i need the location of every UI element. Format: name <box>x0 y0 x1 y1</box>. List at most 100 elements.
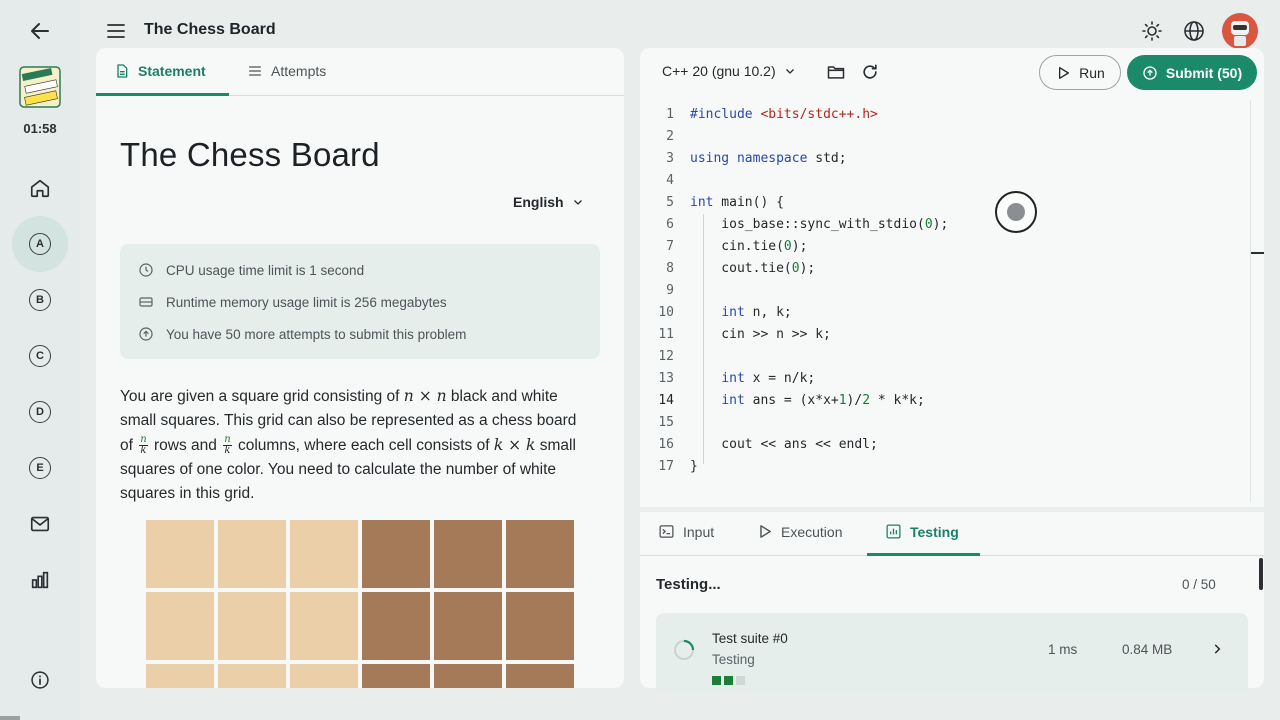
test-suite-row[interactable]: Test suite #0 Testing 1 ms 0.84 MB <box>656 613 1248 693</box>
code-text: using namespace std; <box>690 151 847 166</box>
progress-dot <box>712 676 721 685</box>
code-line[interactable]: 11 cin >> n >> k; <box>650 324 1250 346</box>
line-number: 11 <box>658 327 674 342</box>
line-number: 13 <box>658 371 674 386</box>
code-line[interactable]: 1 #include <bits/stdc++.h> <box>650 104 1250 126</box>
line-number: 7 <box>666 239 674 254</box>
code-line[interactable]: 5 int main() { <box>650 192 1250 214</box>
code-line[interactable]: 3 using namespace std; <box>650 148 1250 170</box>
tab-statement-underline <box>96 93 229 96</box>
code-line[interactable]: 10 int n, k; <box>650 302 1250 324</box>
theme-toggle[interactable] <box>1140 19 1164 43</box>
problem-nav-a[interactable]: A <box>12 216 68 272</box>
code-editor[interactable]: 1 #include <bits/stdc++.h> 2 3 using namespa… <box>650 104 1250 478</box>
problem-nav-b[interactable]: B <box>12 272 68 328</box>
code-text: } <box>690 459 698 474</box>
line-number: 15 <box>658 415 674 430</box>
code-line[interactable]: 15 <box>650 412 1250 434</box>
code-line[interactable]: 7 cin.tie(0); <box>650 236 1250 258</box>
document-icon <box>117 64 128 78</box>
back-button[interactable] <box>28 19 52 43</box>
code-line[interactable]: 4 <box>650 170 1250 192</box>
globe-icon <box>1184 21 1204 41</box>
progress-dot <box>736 676 745 685</box>
progress-dot <box>724 676 733 685</box>
line-number: 16 <box>658 437 674 452</box>
code-text: int main() { <box>690 195 784 210</box>
fraction-cols-den: k <box>224 445 231 457</box>
editor-scrollbar[interactable] <box>1250 100 1251 502</box>
arrow-left-icon <box>31 23 49 39</box>
problem-nav-d[interactable]: D <box>12 384 68 440</box>
bottom-scrollbar[interactable] <box>1259 558 1263 590</box>
code-line[interactable]: 13 int x = n/k; <box>650 368 1250 390</box>
indent-guide <box>703 214 704 464</box>
limit-memory-text: Runtime memory usage limit is 256 megaby… <box>166 294 447 310</box>
compiler-select[interactable]: C++ 20 (gnu 10.2) <box>662 63 796 79</box>
line-number: 6 <box>666 217 674 232</box>
chevron-down-icon <box>573 200 582 205</box>
spinner-icon <box>674 639 695 660</box>
open-file-button[interactable] <box>826 62 846 82</box>
standings-nav[interactable] <box>12 552 68 608</box>
fraction-rows-den: k <box>140 445 147 457</box>
code-text: int ans = (x*x+1)/2 * k*k; <box>721 393 925 408</box>
tab-attempts[interactable]: Attempts <box>247 63 326 79</box>
language-switcher[interactable] <box>1182 19 1206 43</box>
problem-d-icon: D <box>29 401 51 423</box>
board-cell <box>146 592 214 660</box>
info-icon <box>31 671 49 689</box>
statement-language-value: English <box>513 194 564 210</box>
suite-progress <box>712 676 745 685</box>
board-cell <box>146 520 214 588</box>
board-cell <box>434 664 502 688</box>
code-text: int n, k; <box>721 305 792 320</box>
statement-part-2: black and white small squares. This grid… <box>120 388 577 454</box>
statement-language-select[interactable]: English <box>513 194 584 210</box>
home-nav[interactable] <box>12 160 68 216</box>
touch-cursor-dot <box>1007 203 1025 221</box>
tab-statement[interactable]: Statement <box>114 63 206 79</box>
code-line[interactable]: 17} <box>650 456 1250 478</box>
line-number: 2 <box>666 129 674 144</box>
tab-execution[interactable]: Execution <box>756 523 842 540</box>
line-number: 14 <box>658 393 674 408</box>
code-line[interactable]: 6 ios_base::sync_with_stdio(0); <box>650 214 1250 236</box>
contest-badge[interactable] <box>17 64 63 110</box>
code-line[interactable]: 16 cout << ans << endl; <box>650 434 1250 456</box>
problem-nav-c[interactable]: C <box>12 328 68 384</box>
board-cell <box>218 664 286 688</box>
code-line[interactable]: 14 int ans = (x*x+1)/2 * k*k; <box>650 390 1250 412</box>
code-text: ios_base::sync_with_stdio(0); <box>690 217 949 232</box>
code-line[interactable]: 8 cout.tie(0); <box>650 258 1250 280</box>
panel-divider[interactable] <box>640 507 1264 512</box>
user-avatar[interactable] <box>1222 13 1258 49</box>
editor-panel <box>640 48 1264 688</box>
board-cell <box>290 520 358 588</box>
run-button[interactable]: Run <box>1039 55 1121 90</box>
tab-input[interactable]: Input <box>658 523 714 540</box>
line-number: 1 <box>666 107 674 122</box>
code-line[interactable]: 9 <box>650 280 1250 302</box>
bar-chart-icon <box>31 571 49 589</box>
reset-code-button[interactable] <box>860 62 880 82</box>
info-nav[interactable] <box>12 652 68 708</box>
sun-icon <box>1142 21 1162 41</box>
problem-nav-e[interactable]: E <box>12 440 68 496</box>
board-cell <box>434 592 502 660</box>
code-text: cin >> n >> k; <box>690 327 831 342</box>
code-line[interactable]: 12 <box>650 346 1250 368</box>
code-line[interactable]: 2 <box>650 126 1250 148</box>
tab-statement-label: Statement <box>138 63 206 79</box>
problem-b-icon: B <box>29 289 51 311</box>
menu-button[interactable] <box>104 19 128 43</box>
compiler-value: C++ 20 (gnu 10.2) <box>662 63 776 79</box>
problem-c-icon: C <box>29 345 51 367</box>
messages-nav[interactable] <box>12 496 68 552</box>
contest-timer: 01:58 <box>23 121 57 136</box>
tab-testing[interactable]: Testing <box>885 523 959 540</box>
editor-scroll-marker[interactable] <box>1250 252 1264 254</box>
folder-icon <box>827 66 845 79</box>
submit-button[interactable]: Submit (50) <box>1127 55 1257 90</box>
terminal-icon <box>659 525 674 538</box>
